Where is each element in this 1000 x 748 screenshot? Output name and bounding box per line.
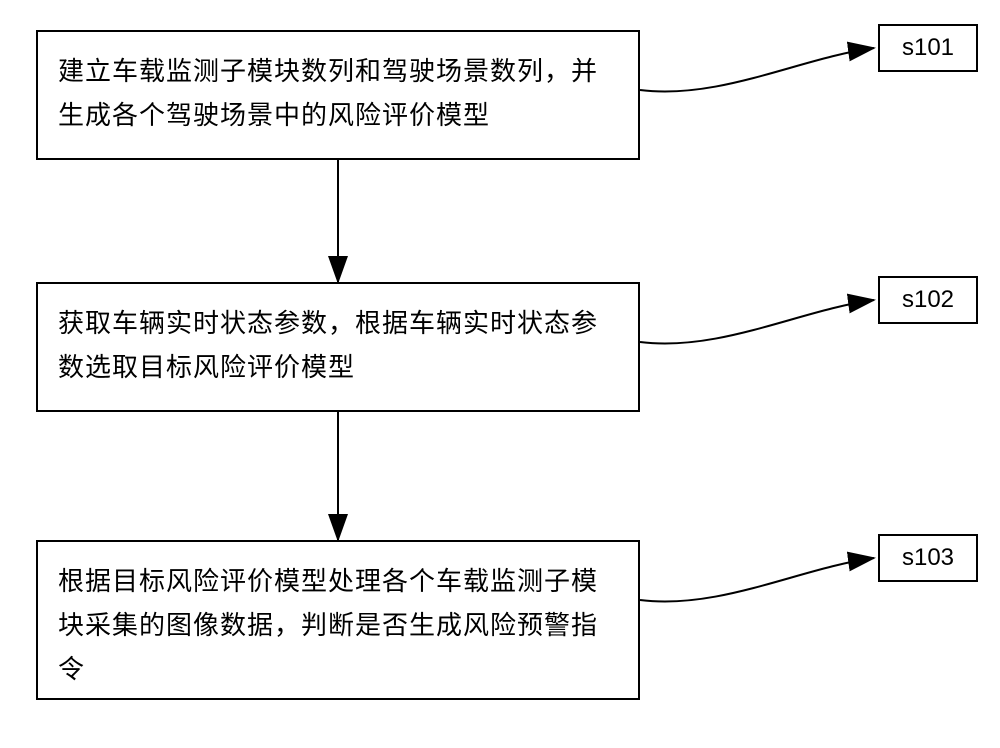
step-label-2: s102: [878, 276, 978, 324]
step-label-text-3: s103: [902, 544, 954, 572]
flow-canvas: 建立车载监测子模块数列和驾驶场景数列，并生成各个驾驶场景中的风险评价模型 s10…: [0, 0, 1000, 748]
step-label-text-1: s101: [902, 34, 954, 62]
step-label-1: s101: [878, 24, 978, 72]
step-text-2: 获取车辆实时状态参数，根据车辆实时状态参数选取目标风险评价模型: [58, 309, 598, 382]
step-label-3: s103: [878, 534, 978, 582]
step-box-3: 根据目标风险评价模型处理各个车载监测子模块采集的图像数据，判断是否生成风险预警指…: [36, 540, 640, 700]
step-box-1: 建立车载监测子模块数列和驾驶场景数列，并生成各个驾驶场景中的风险评价模型: [36, 30, 640, 160]
arrow-b3-l3: [640, 558, 874, 602]
arrow-b1-l1: [640, 48, 874, 92]
arrow-b2-l2: [640, 300, 874, 344]
step-box-2: 获取车辆实时状态参数，根据车辆实时状态参数选取目标风险评价模型: [36, 282, 640, 412]
step-label-text-2: s102: [902, 286, 954, 314]
step-text-1: 建立车载监测子模块数列和驾驶场景数列，并生成各个驾驶场景中的风险评价模型: [58, 57, 598, 130]
step-text-3: 根据目标风险评价模型处理各个车载监测子模块采集的图像数据，判断是否生成风险预警指…: [58, 567, 598, 684]
